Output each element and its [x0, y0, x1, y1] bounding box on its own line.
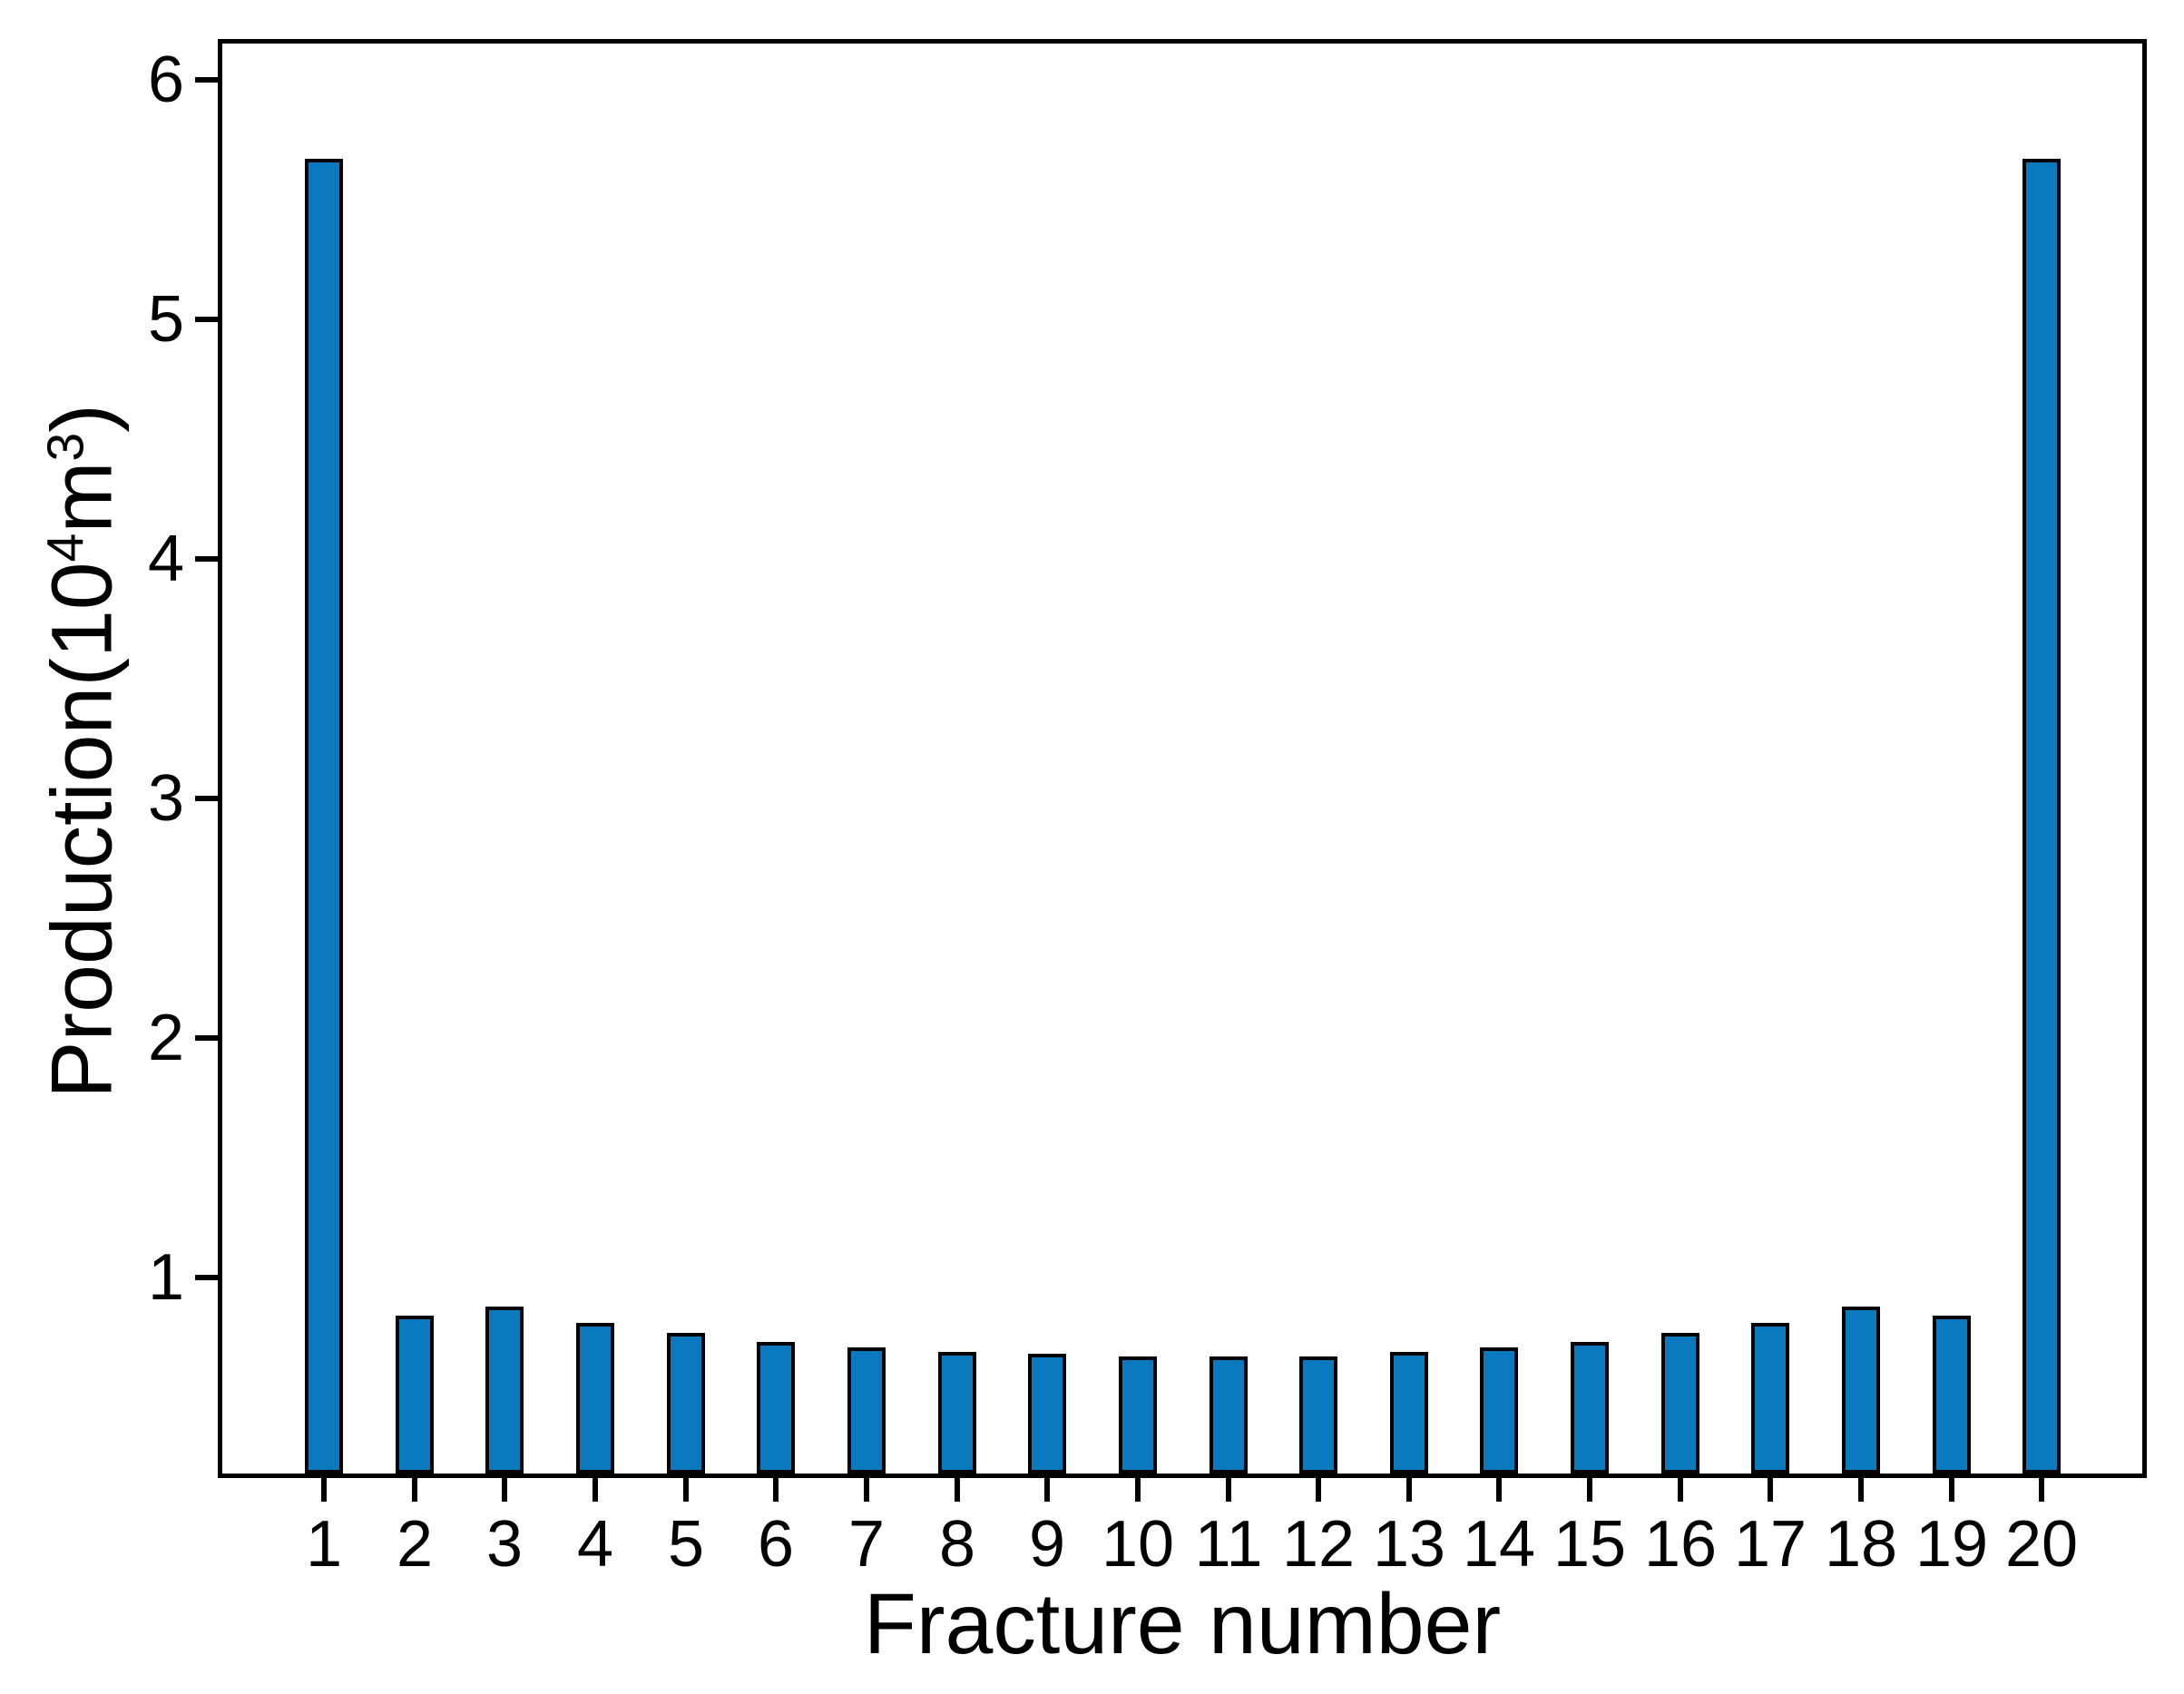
x-axis-tick-label: 14 — [1462, 1508, 1536, 1581]
x-axis-tick — [683, 1478, 689, 1502]
x-axis-tick-label: 6 — [757, 1508, 795, 1581]
x-axis-tick-label: 1 — [305, 1508, 343, 1581]
x-axis-tick-label: 11 — [1194, 1508, 1263, 1581]
bar — [1571, 1342, 1609, 1474]
bar — [1119, 1356, 1157, 1474]
x-axis-tick — [321, 1478, 327, 1502]
x-axis-tick-label: 12 — [1281, 1508, 1356, 1581]
x-axis-tick — [1044, 1478, 1050, 1502]
bar — [757, 1342, 795, 1474]
bar — [1210, 1356, 1248, 1474]
bar — [1028, 1354, 1066, 1474]
x-axis-tick — [1678, 1478, 1683, 1502]
x-axis-tick — [1768, 1478, 1773, 1502]
y-axis-tick-label: 4 — [147, 523, 184, 595]
bar — [1933, 1316, 1971, 1474]
x-axis-tick-label: 8 — [938, 1508, 976, 1581]
bar — [1661, 1333, 1699, 1474]
x-axis-tick — [412, 1478, 417, 1502]
x-axis-tick-label: 19 — [1915, 1508, 1989, 1581]
x-axis-tick — [1226, 1478, 1231, 1502]
x-axis-tick-label: 10 — [1101, 1508, 1175, 1581]
bar — [938, 1352, 976, 1474]
x-axis-tick — [1587, 1478, 1592, 1502]
x-axis-tick — [864, 1478, 869, 1502]
x-axis-tick — [2039, 1478, 2044, 1502]
y-axis-label-part: ) — [34, 404, 131, 433]
x-axis-tick — [1949, 1478, 1954, 1502]
y-axis-tick — [195, 77, 219, 83]
y-axis-tick-label: 6 — [147, 44, 184, 116]
x-axis-tick — [955, 1478, 960, 1502]
bar — [1751, 1323, 1789, 1474]
x-axis-tick — [773, 1478, 779, 1502]
bar — [847, 1347, 886, 1474]
y-axis-tick-label: 1 — [147, 1241, 184, 1314]
x-axis-tick — [1316, 1478, 1321, 1502]
x-axis-tick — [1858, 1478, 1864, 1502]
x-axis-tick — [502, 1478, 507, 1502]
bar — [1390, 1352, 1428, 1474]
bar — [576, 1323, 614, 1474]
bar — [396, 1316, 434, 1474]
y-axis-tick-label: 3 — [147, 762, 184, 835]
x-axis-tick-label: 16 — [1643, 1508, 1718, 1581]
x-axis-tick-label: 2 — [396, 1508, 434, 1581]
y-axis-tick — [195, 317, 219, 322]
x-axis-tick-label: 3 — [485, 1508, 524, 1581]
bar — [1480, 1347, 1518, 1474]
x-axis-tick-label: 5 — [667, 1508, 705, 1581]
bar — [485, 1307, 524, 1474]
y-axis-tick — [195, 796, 219, 801]
y-axis-tick-label: 2 — [147, 1002, 184, 1074]
y-axis-label: Production(104m3) — [33, 404, 144, 1099]
x-axis-tick — [1406, 1478, 1412, 1502]
x-axis-label: Fracture number — [863, 1576, 1502, 1672]
x-axis-tick — [1135, 1478, 1141, 1502]
bar — [1299, 1356, 1337, 1474]
x-axis-tick-label: 18 — [1824, 1508, 1898, 1581]
bar — [1842, 1307, 1880, 1474]
y-axis-tick-label: 5 — [147, 283, 184, 356]
x-axis-tick-label: 20 — [2004, 1508, 2079, 1581]
x-axis-tick-label: 13 — [1372, 1508, 1446, 1581]
x-axis-tick-label: 9 — [1028, 1508, 1066, 1581]
y-axis-tick — [195, 556, 219, 562]
x-axis-tick-label: 17 — [1733, 1508, 1807, 1581]
x-axis-tick-label: 15 — [1552, 1508, 1627, 1581]
bar — [2022, 159, 2061, 1474]
x-axis-tick — [593, 1478, 598, 1502]
x-axis-tick-label: 7 — [847, 1508, 886, 1581]
bar — [305, 159, 343, 1474]
x-axis-tick-label: 4 — [576, 1508, 614, 1581]
bar — [667, 1333, 705, 1474]
plot-area — [218, 39, 2147, 1478]
x-axis-tick — [1496, 1478, 1502, 1502]
y-axis-label-part: 3 — [36, 432, 95, 462]
y-axis-tick — [195, 1275, 219, 1280]
y-axis-tick — [195, 1035, 219, 1041]
